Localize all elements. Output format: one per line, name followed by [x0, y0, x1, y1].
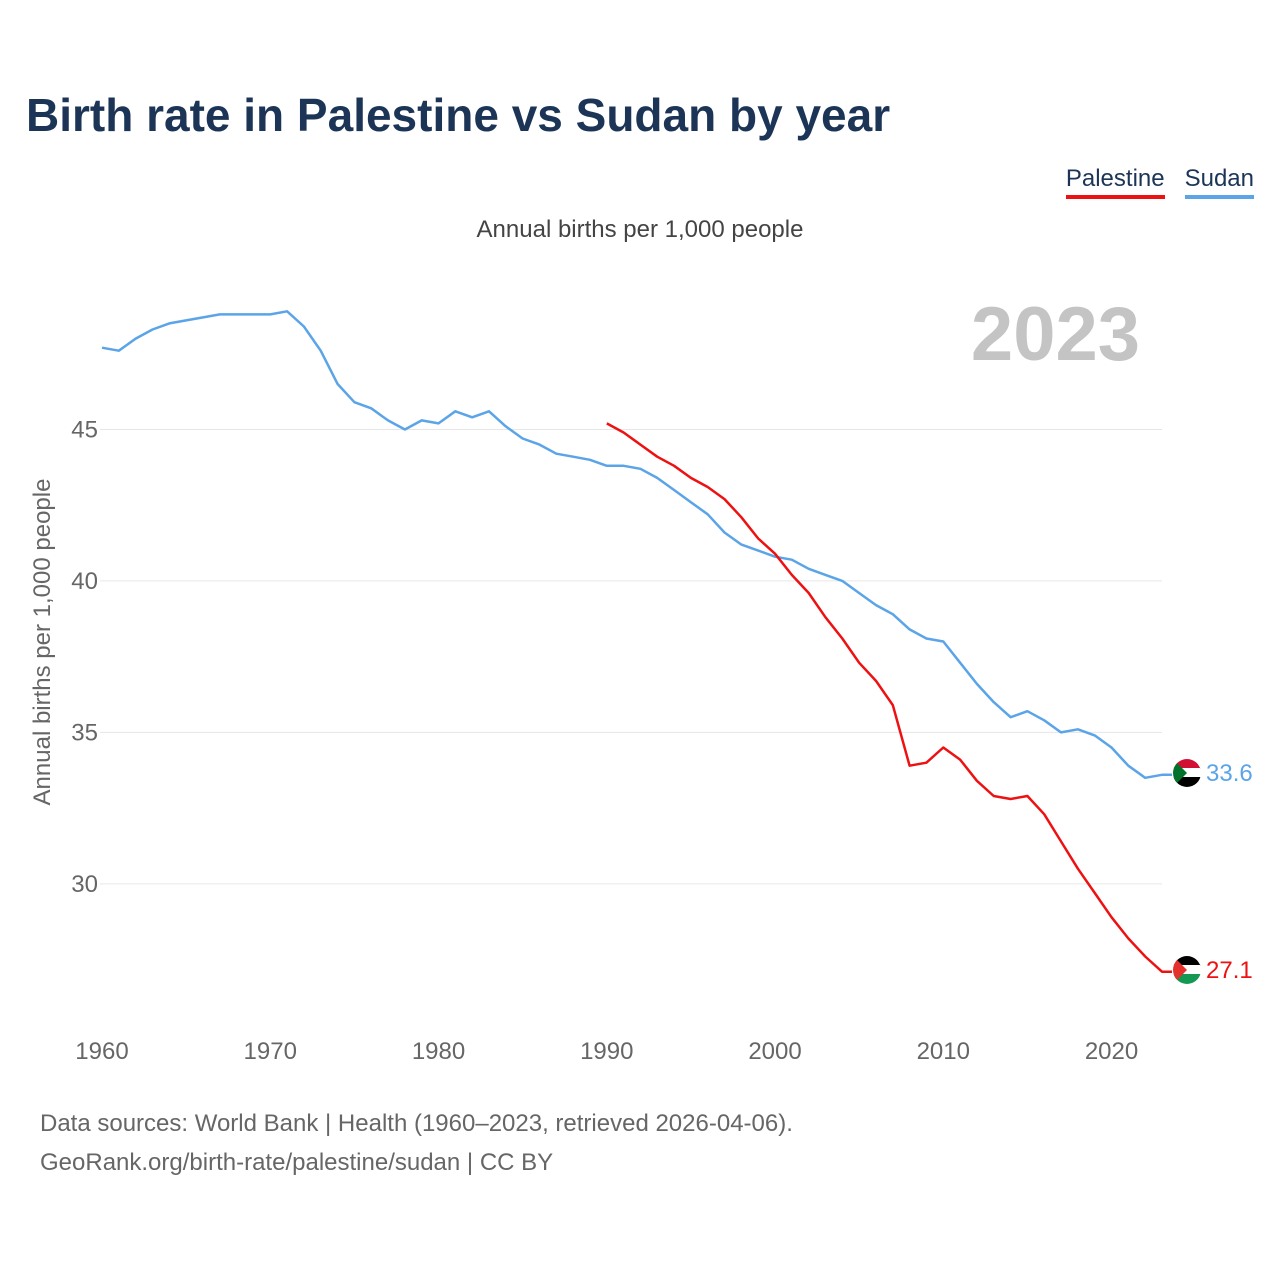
x-axis-ticks: 1960 1970 1980 1990 2000 2010 2020: [75, 1038, 1138, 1065]
chart-title: Birth rate in Palestine vs Sudan by year: [26, 89, 891, 141]
year-watermark: 2023: [971, 292, 1140, 377]
x-tick-label: 2010: [917, 1038, 970, 1065]
x-tick-label: 1980: [412, 1038, 465, 1065]
legend-item-palestine[interactable]: Palestine: [1065, 165, 1165, 199]
palestine-flag-icon: [1173, 956, 1201, 984]
x-tick-label: 1960: [75, 1038, 128, 1065]
legend-item-sudan[interactable]: Sudan: [1184, 165, 1254, 199]
y-tick-label: 45: [71, 416, 98, 443]
line-chart: 30 35 40 45 1960 1970 1980 1990 2000 2010 2020 An…: [29, 292, 1253, 1065]
y-axis-label: Annual births per 1,000 people: [29, 479, 56, 806]
x-tick-label: 2020: [1085, 1038, 1138, 1065]
legend: Palestine Sudan: [1065, 165, 1254, 199]
series-lines: [101, 310, 1172, 973]
x-tick-label: 1990: [580, 1038, 633, 1065]
footer-source: Data sources: World Bank | Health (1960–…: [40, 1110, 793, 1137]
y-tick-label: 30: [71, 871, 98, 898]
y-tick-label: 40: [71, 568, 98, 595]
y-axis-ticks: 30 35 40 45: [71, 416, 98, 897]
footer-link[interactable]: GeoRank.org/birth-rate/palestine/sudan |…: [40, 1149, 554, 1176]
chart-subtitle: Annual births per 1,000 people: [476, 216, 804, 243]
series-line-sudan[interactable]: [101, 310, 1172, 780]
end-label-palestine: 27.1: [1206, 957, 1253, 984]
x-tick-label: 1970: [244, 1038, 297, 1065]
footer: Data sources: World Bank | Health (1960–…: [40, 1104, 793, 1182]
gridlines: [100, 428, 1162, 885]
x-tick-label: 2000: [748, 1038, 801, 1065]
sudan-flag-icon: [1173, 759, 1201, 787]
series-line-palestine[interactable]: [606, 422, 1172, 973]
y-tick-label: 35: [71, 719, 98, 746]
end-label-sudan: 33.6: [1206, 760, 1253, 787]
